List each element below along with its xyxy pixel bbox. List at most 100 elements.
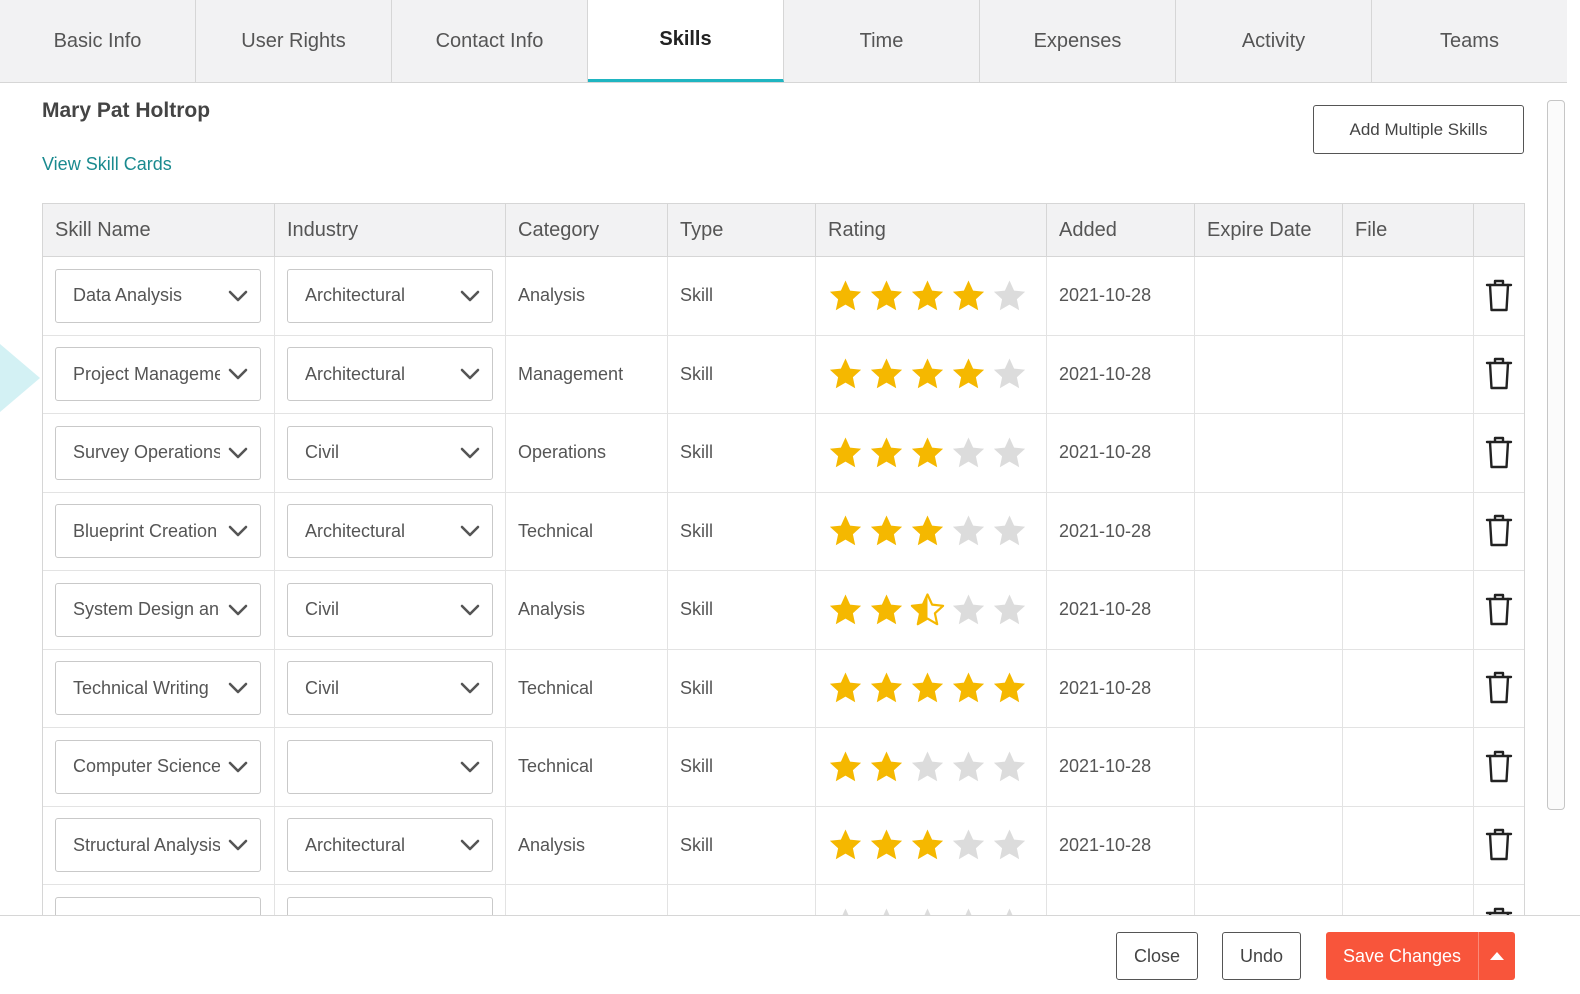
trash-icon[interactable] — [1485, 593, 1513, 627]
star-icon[interactable] — [869, 671, 904, 705]
star-icon[interactable] — [951, 750, 986, 784]
tab-activity[interactable]: Activity — [1176, 0, 1372, 82]
star-icon[interactable] — [951, 671, 986, 705]
star-icon[interactable] — [869, 593, 904, 627]
star-icon[interactable] — [869, 357, 904, 391]
close-button[interactable]: Close — [1116, 932, 1198, 980]
trash-icon[interactable] — [1485, 671, 1513, 705]
star-icon[interactable] — [910, 671, 945, 705]
star-icon[interactable] — [951, 357, 986, 391]
star-icon[interactable] — [992, 514, 1027, 548]
undo-button[interactable]: Undo — [1222, 932, 1301, 980]
star-icon[interactable] — [910, 279, 945, 313]
skill-name-select[interactable]: Blueprint Creation — [55, 504, 261, 559]
star-rating[interactable] — [828, 514, 1027, 548]
industry-select[interactable]: Architectural — [287, 347, 493, 402]
star-icon[interactable] — [910, 593, 945, 627]
trash-icon[interactable] — [1485, 907, 1513, 916]
tab-teams[interactable]: Teams — [1440, 29, 1499, 52]
star-icon[interactable] — [910, 436, 945, 470]
skill-name-select[interactable]: Data Analysis — [55, 268, 261, 323]
tab-time[interactable]: Time — [784, 0, 980, 82]
skill-name-select[interactable]: Survey Operations — [55, 425, 261, 480]
star-icon[interactable] — [828, 593, 863, 627]
trash-icon[interactable] — [1485, 357, 1513, 391]
industry-select[interactable]: Civil — [287, 582, 493, 637]
star-icon[interactable] — [869, 828, 904, 862]
skill-name-select[interactable]: Project Management — [55, 347, 261, 402]
star-icon[interactable] — [951, 436, 986, 470]
tab-expenses[interactable]: Expenses — [980, 0, 1176, 82]
star-rating[interactable] — [828, 357, 1027, 391]
star-rating[interactable] — [828, 828, 1027, 862]
star-icon[interactable] — [951, 828, 986, 862]
star-icon[interactable] — [828, 828, 863, 862]
category-cell: Operations — [506, 414, 668, 492]
trash-icon[interactable] — [1485, 514, 1513, 548]
industry-select[interactable]: Architectural — [287, 268, 493, 323]
save-changes-button[interactable]: Save Changes — [1342, 945, 1462, 966]
industry-select[interactable]: Civil — [287, 425, 493, 480]
industry-select[interactable]: Architectural — [287, 818, 493, 873]
star-icon[interactable] — [828, 671, 863, 705]
star-icon[interactable] — [828, 514, 863, 548]
tab-user-rights[interactable]: User Rights — [196, 0, 392, 82]
star-icon[interactable] — [992, 750, 1027, 784]
star-icon[interactable] — [828, 357, 863, 391]
star-icon[interactable] — [828, 907, 863, 916]
star-icon[interactable] — [992, 671, 1027, 705]
star-icon[interactable] — [910, 357, 945, 391]
skill-name-select[interactable]: Computer Science — [55, 739, 261, 794]
trash-icon[interactable] — [1485, 436, 1513, 470]
star-rating[interactable] — [828, 907, 1027, 916]
tab-skills[interactable]: Skills — [588, 0, 784, 82]
star-icon[interactable] — [951, 279, 986, 313]
industry-select[interactable]: Architectural — [287, 504, 493, 559]
star-icon[interactable] — [828, 436, 863, 470]
star-icon[interactable] — [828, 750, 863, 784]
star-icon[interactable] — [951, 593, 986, 627]
skill-name-select[interactable]: Technical Writing — [55, 661, 261, 716]
industry-select[interactable] — [287, 896, 493, 915]
skill-name-value: Structural Analysis — [73, 834, 220, 855]
industry-select[interactable] — [287, 739, 493, 794]
star-icon[interactable] — [992, 436, 1027, 470]
skill-name-select[interactable]: System Design and — [55, 582, 261, 637]
star-icon[interactable] — [869, 907, 904, 916]
save-options-button[interactable] — [1478, 932, 1515, 980]
star-icon[interactable] — [869, 279, 904, 313]
star-icon[interactable] — [910, 514, 945, 548]
star-icon[interactable] — [992, 279, 1027, 313]
star-icon[interactable] — [992, 907, 1027, 916]
skill-name-select[interactable]: Structural Analysis — [55, 818, 261, 873]
star-icon[interactable] — [910, 907, 945, 916]
star-rating[interactable] — [828, 750, 1027, 784]
star-icon[interactable] — [992, 593, 1027, 627]
trash-icon[interactable] — [1485, 828, 1513, 862]
trash-icon[interactable] — [1485, 750, 1513, 784]
star-icon[interactable] — [951, 907, 986, 916]
tab-basic-info[interactable]: Basic Info — [0, 0, 196, 82]
view-skill-cards-link[interactable]: View Skill Cards — [42, 154, 172, 174]
industry-select[interactable]: Civil — [287, 661, 493, 716]
star-icon[interactable] — [992, 828, 1027, 862]
star-icon[interactable] — [910, 828, 945, 862]
star-icon[interactable] — [869, 750, 904, 784]
star-icon[interactable] — [951, 514, 986, 548]
tab-contact-info[interactable]: Contact Info — [392, 0, 588, 82]
star-icon[interactable] — [869, 514, 904, 548]
skill-name-select[interactable] — [55, 896, 261, 915]
add-multiple-skills-button[interactable]: Add Multiple Skills — [1313, 105, 1524, 154]
star-rating[interactable] — [828, 279, 1027, 313]
star-icon[interactable] — [869, 436, 904, 470]
star-icon[interactable] — [910, 750, 945, 784]
expire-date-cell — [1195, 885, 1343, 915]
star-icon[interactable] — [992, 357, 1027, 391]
star-rating[interactable] — [828, 671, 1027, 705]
star-rating[interactable] — [828, 593, 1027, 627]
star-rating[interactable] — [828, 436, 1027, 470]
scrollbar[interactable] — [1547, 100, 1565, 810]
trash-icon[interactable] — [1485, 279, 1513, 313]
star-icon[interactable] — [828, 279, 863, 313]
column-header: File — [1343, 204, 1474, 256]
